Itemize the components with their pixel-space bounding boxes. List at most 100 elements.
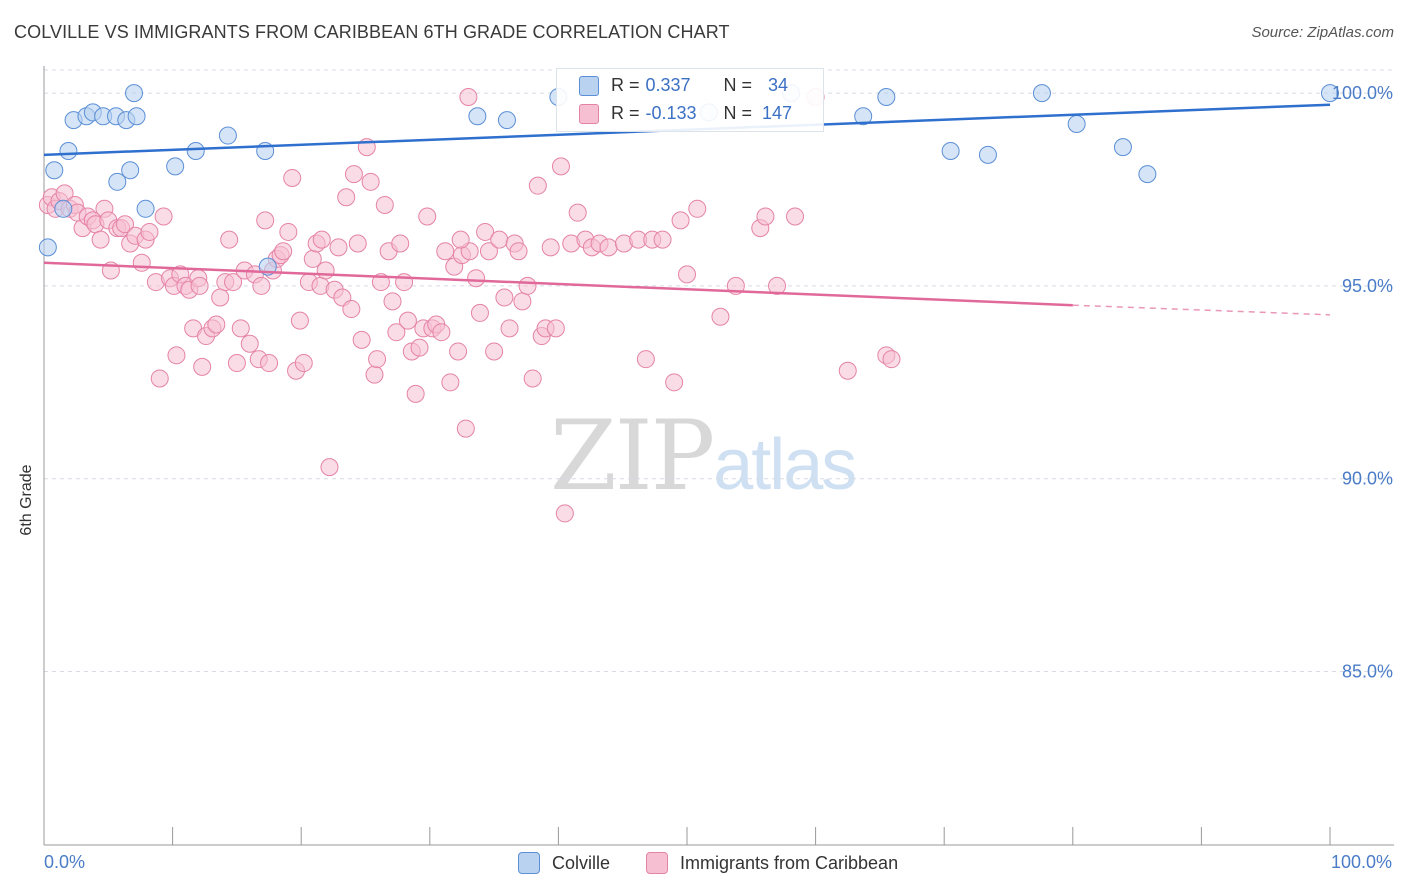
colville-point: [941, 141, 960, 160]
axes: [43, 66, 1394, 846]
immigrants-point: [432, 323, 451, 342]
y-tick-label: 100.0%: [1332, 83, 1393, 103]
immigrants-point: [495, 288, 514, 307]
immigrants-point: [518, 276, 537, 295]
immigrants-point: [240, 334, 259, 353]
chart-title: COLVILLE VS IMMIGRANTS FROM CARIBBEAN 6T…: [14, 22, 730, 42]
r-value: -0.133: [645, 103, 697, 123]
immigrants-point: [671, 211, 690, 230]
r-label: R =: [611, 103, 640, 123]
colville-point: [877, 87, 896, 106]
colville-legend-swatch: [518, 852, 540, 874]
colville-point: [468, 107, 487, 126]
colville-point: [38, 238, 57, 257]
colville-legend-label: Colville: [552, 852, 611, 873]
immigrants-point: [551, 157, 570, 176]
immigrants-point: [711, 307, 730, 326]
colville-point: [218, 126, 237, 145]
immigrants-point: [375, 195, 394, 214]
immigrants-point: [441, 373, 460, 392]
colville-swatch: [579, 75, 599, 96]
immigrants-point: [636, 350, 655, 369]
immigrants-point: [756, 207, 775, 226]
colville-point: [59, 141, 78, 160]
immigrants-point: [279, 222, 298, 241]
immigrants-point: [316, 261, 335, 280]
immigrants-point: [387, 323, 406, 342]
immigrants-point: [882, 350, 901, 369]
immigrants-point: [252, 276, 271, 295]
legend-row-immigrants: R = -0.133 N = 147: [579, 103, 792, 124]
colville-point: [1113, 138, 1132, 157]
immigrants-point: [467, 269, 486, 288]
immigrants-point: [391, 234, 410, 253]
gridlines: [44, 69, 1394, 672]
immigrants-point: [312, 230, 331, 249]
immigrants-point: [786, 207, 805, 226]
source-label: Source: ZipAtlas.com: [1251, 24, 1394, 41]
immigrants-point: [256, 211, 275, 230]
y-tick-label: 90.0%: [1342, 469, 1393, 489]
immigrants-legend-label: Immigrants from Caribbean: [680, 852, 899, 873]
immigrants-point: [167, 346, 186, 365]
immigrants-point: [320, 458, 339, 477]
legend-row-colville: R = 0.337 N = 34: [579, 75, 788, 96]
y-tick-labels: 100.0% 95.0% 90.0% 85.0%: [1332, 83, 1393, 681]
immigrants-point: [352, 330, 371, 349]
immigrants-point: [348, 234, 367, 253]
watermark: ZIPatlas: [550, 400, 857, 512]
colville-point: [54, 199, 73, 218]
immigrants-point: [470, 303, 489, 322]
immigrants-point: [132, 253, 151, 272]
immigrants-point: [274, 242, 293, 261]
immigrants-point: [193, 357, 212, 376]
immigrants-point: [283, 168, 302, 187]
colville-point: [166, 157, 185, 176]
n-value: 34: [768, 75, 789, 95]
immigrants-point: [523, 369, 542, 388]
colville-point: [1321, 84, 1339, 103]
immigrants-point: [140, 222, 159, 241]
immigrants-point: [476, 222, 495, 241]
r-value: 0.337: [645, 75, 691, 95]
immigrants-point: [568, 203, 587, 222]
immigrants-point: [398, 311, 417, 330]
n-label: N =: [723, 103, 753, 123]
immigrants-point: [150, 369, 169, 388]
immigrants-swatch: [579, 103, 599, 124]
colville-point: [125, 84, 144, 103]
y-axis-label: 6th Grade: [18, 464, 35, 536]
immigrants-point: [513, 292, 532, 311]
immigrants-point: [451, 230, 470, 249]
immigrants-point: [290, 311, 309, 330]
immigrants-trend-extension: [1072, 304, 1331, 316]
immigrants-point: [768, 276, 787, 295]
immigrants-point: [449, 342, 468, 361]
immigrants-point: [479, 242, 498, 261]
immigrants-point: [337, 188, 356, 207]
immigrants-point: [838, 361, 857, 380]
colville-point: [108, 172, 127, 191]
immigrants-point: [365, 365, 384, 384]
colville-point: [127, 107, 146, 126]
immigrants-point: [436, 242, 455, 261]
colville-point: [186, 141, 205, 160]
immigrants-point: [116, 215, 135, 234]
colville-point: [136, 199, 155, 218]
immigrants-point: [688, 199, 707, 218]
legend-item-immigrants[interactable]: Immigrants from Caribbean: [646, 852, 898, 874]
legend-item-colville[interactable]: Colville: [518, 852, 610, 874]
r-label: R =: [611, 75, 640, 95]
stats-legend: R = 0.337 N = 34 R = -0.133 N = 147: [556, 68, 824, 132]
immigrants-point: [406, 384, 425, 403]
immigrants-point: [220, 230, 239, 249]
watermark-zip: ZIP: [550, 400, 715, 512]
immigrants-point: [231, 319, 250, 338]
immigrants-point: [329, 238, 348, 257]
immigrants-point: [418, 207, 437, 226]
colville-point: [1032, 84, 1051, 103]
colville-point: [1067, 114, 1086, 133]
watermark-atlas: atlas: [713, 425, 857, 505]
n-label: N =: [723, 75, 753, 95]
immigrants-point: [546, 319, 565, 338]
